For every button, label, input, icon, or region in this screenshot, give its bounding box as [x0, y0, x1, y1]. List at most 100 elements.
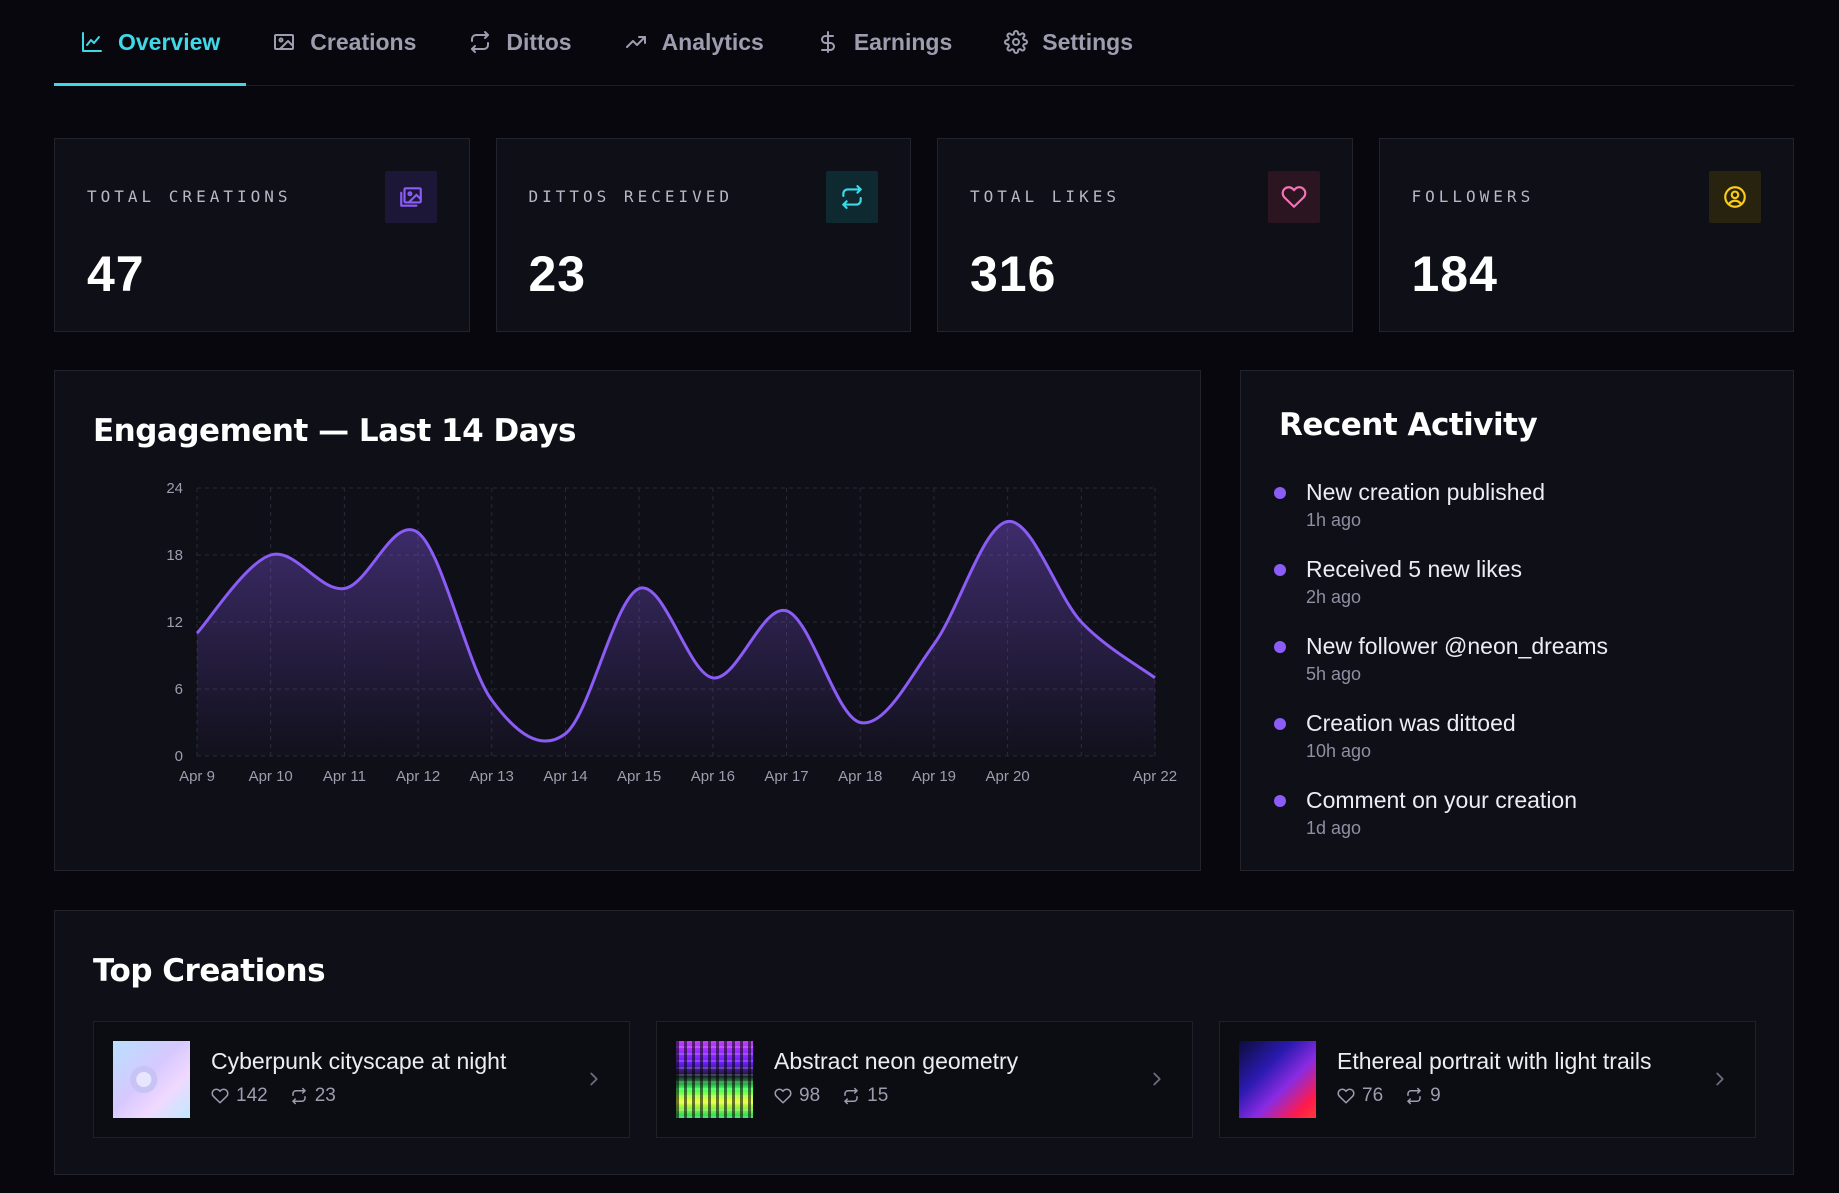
tab-dittos[interactable]: Dittos	[442, 0, 597, 85]
bullet-dot-icon	[1274, 487, 1286, 499]
activity-time: 5h ago	[1306, 664, 1362, 684]
tab-label: Analytics	[661, 28, 764, 55]
creation-card[interactable]: Cyberpunk cityscape at night 142 23	[93, 1021, 630, 1138]
tab-settings[interactable]: Settings	[978, 0, 1159, 85]
x-tick-label: Apr 20	[986, 768, 1030, 785]
activity-list: New creation published 1h ago Received 5…	[1274, 477, 1774, 862]
activity-text: Comment on your creation	[1306, 787, 1578, 813]
likes-stat: 142	[211, 1085, 268, 1107]
stat-value: 47	[87, 246, 145, 302]
creation-thumbnail	[1239, 1041, 1316, 1118]
stat-card-total-likes: TOTAL LIKES 316	[937, 138, 1353, 332]
x-tick-label: Apr 14	[543, 768, 587, 785]
dittos-count: 15	[867, 1085, 889, 1106]
activity-item: Creation was dittoed 10h ago	[1274, 708, 1774, 785]
engagement-chart: 0 6 12 18 24 Apr 9 Apr 10 Apr 11 Apr 12 Apr 13 Apr…	[166, 480, 1177, 785]
gear-icon	[1004, 30, 1029, 54]
creation-thumbnail	[676, 1041, 753, 1118]
recent-activity-panel: Recent Activity New creation published 1…	[1240, 370, 1794, 871]
stat-label: DITTOS RECEIVED	[528, 187, 733, 206]
activity-time: 10h ago	[1306, 741, 1372, 761]
heart-icon	[211, 1088, 229, 1104]
stat-value: 316	[970, 246, 1057, 302]
creation-card[interactable]: Ethereal portrait with light trails 76 9	[1219, 1021, 1756, 1138]
top-creations-panel: Top Creations Cyberpunk cityscape at nig…	[54, 910, 1794, 1175]
chevron-right-icon	[583, 1068, 605, 1090]
images-icon	[384, 171, 437, 223]
likes-count: 142	[236, 1085, 268, 1106]
tab-creations[interactable]: Creations	[246, 0, 442, 85]
tab-label: Settings	[1042, 28, 1133, 55]
y-tick-label: 12	[166, 614, 183, 631]
x-tick-label: Apr 11	[323, 768, 366, 785]
activity-item: Received 5 new likes 2h ago	[1274, 554, 1774, 631]
activity-text: New creation published	[1306, 479, 1546, 505]
top-creations-title: Top Creations	[93, 953, 326, 989]
likes-stat: 98	[774, 1085, 820, 1107]
tab-label: Dittos	[506, 28, 572, 55]
activity-title: Recent Activity	[1279, 407, 1538, 443]
activity-time: 1d ago	[1306, 818, 1362, 838]
creation-card[interactable]: Abstract neon geometry 98 15	[656, 1021, 1193, 1138]
user-circle-icon	[1709, 171, 1761, 223]
stats-row: TOTAL CREATIONS 47 DITTOS RECEIVED 23 TO…	[54, 138, 1794, 332]
dollar-icon	[820, 31, 835, 53]
activity-item: New follower @neon_dreams 5h ago	[1274, 631, 1774, 708]
creation-thumbnail	[113, 1041, 190, 1118]
repeat-icon	[471, 31, 490, 53]
stat-card-dittos-received: DITTOS RECEIVED 23	[495, 138, 911, 332]
activity-time: 1h ago	[1306, 510, 1362, 530]
dittos-count: 23	[314, 1085, 336, 1106]
creation-stats: 142 23	[211, 1085, 336, 1107]
creation-title: Abstract neon geometry	[774, 1048, 1019, 1074]
trending-up-icon	[625, 36, 646, 48]
heart-icon	[1337, 1088, 1355, 1104]
tab-overview[interactable]: Overview	[54, 0, 247, 86]
x-tick-label: Apr 9	[179, 768, 215, 785]
tab-analytics[interactable]: Analytics	[598, 0, 790, 85]
dittos-stat: 23	[290, 1085, 336, 1107]
creation-stats: 98 15	[774, 1085, 888, 1107]
dittos-stat: 15	[842, 1085, 888, 1107]
heart-icon	[1267, 171, 1320, 223]
chevron-right-icon	[1146, 1068, 1168, 1090]
activity-item: New creation published 1h ago	[1274, 477, 1774, 554]
tab-label: Earnings	[853, 28, 953, 55]
bullet-dot-icon	[1274, 641, 1286, 653]
tab-label: Overview	[118, 28, 221, 55]
stat-card-followers: FOLLOWERS 184	[1378, 138, 1794, 332]
x-tick-label: Apr 16	[691, 768, 735, 785]
bullet-dot-icon	[1274, 795, 1286, 807]
y-tick-label: 6	[175, 681, 183, 698]
x-tick-label: Apr 10	[249, 768, 293, 785]
y-tick-label: 18	[166, 547, 183, 564]
likes-count: 76	[1362, 1085, 1384, 1106]
stat-value: 23	[528, 246, 587, 302]
repeat-icon	[1407, 1087, 1421, 1105]
likes-count: 98	[799, 1085, 821, 1106]
x-tick-label: Apr 19	[912, 768, 956, 785]
dittos-stat: 9	[1405, 1085, 1441, 1107]
line-chart-icon	[82, 32, 102, 52]
stat-label: TOTAL CREATIONS	[87, 187, 292, 206]
y-tick-label: 24	[166, 480, 183, 497]
bullet-dot-icon	[1274, 718, 1286, 730]
creation-title: Cyberpunk cityscape at night	[211, 1048, 507, 1074]
likes-stat: 76	[1337, 1085, 1383, 1107]
image-icon	[274, 34, 295, 50]
stat-card-total-creations: TOTAL CREATIONS 47	[54, 138, 470, 332]
x-tick-label: Apr 18	[838, 768, 882, 785]
creation-stats: 76 9	[1337, 1085, 1441, 1107]
creation-title: Ethereal portrait with light trails	[1337, 1048, 1652, 1074]
activity-item: Comment on your creation 1d ago	[1274, 785, 1774, 862]
engagement-area	[197, 521, 1155, 756]
tab-earnings[interactable]: Earnings	[790, 0, 978, 85]
activity-text: Received 5 new likes	[1306, 556, 1523, 582]
stat-label: FOLLOWERS	[1411, 187, 1535, 206]
x-tick-label: Apr 17	[764, 768, 808, 785]
chart-title: Engagement — Last 14 Days	[93, 413, 576, 449]
x-tick-label: Apr 12	[396, 768, 440, 785]
x-tick-label: Apr 15	[617, 768, 661, 785]
repeat-icon	[826, 171, 878, 223]
activity-text: Creation was dittoed	[1306, 710, 1516, 736]
